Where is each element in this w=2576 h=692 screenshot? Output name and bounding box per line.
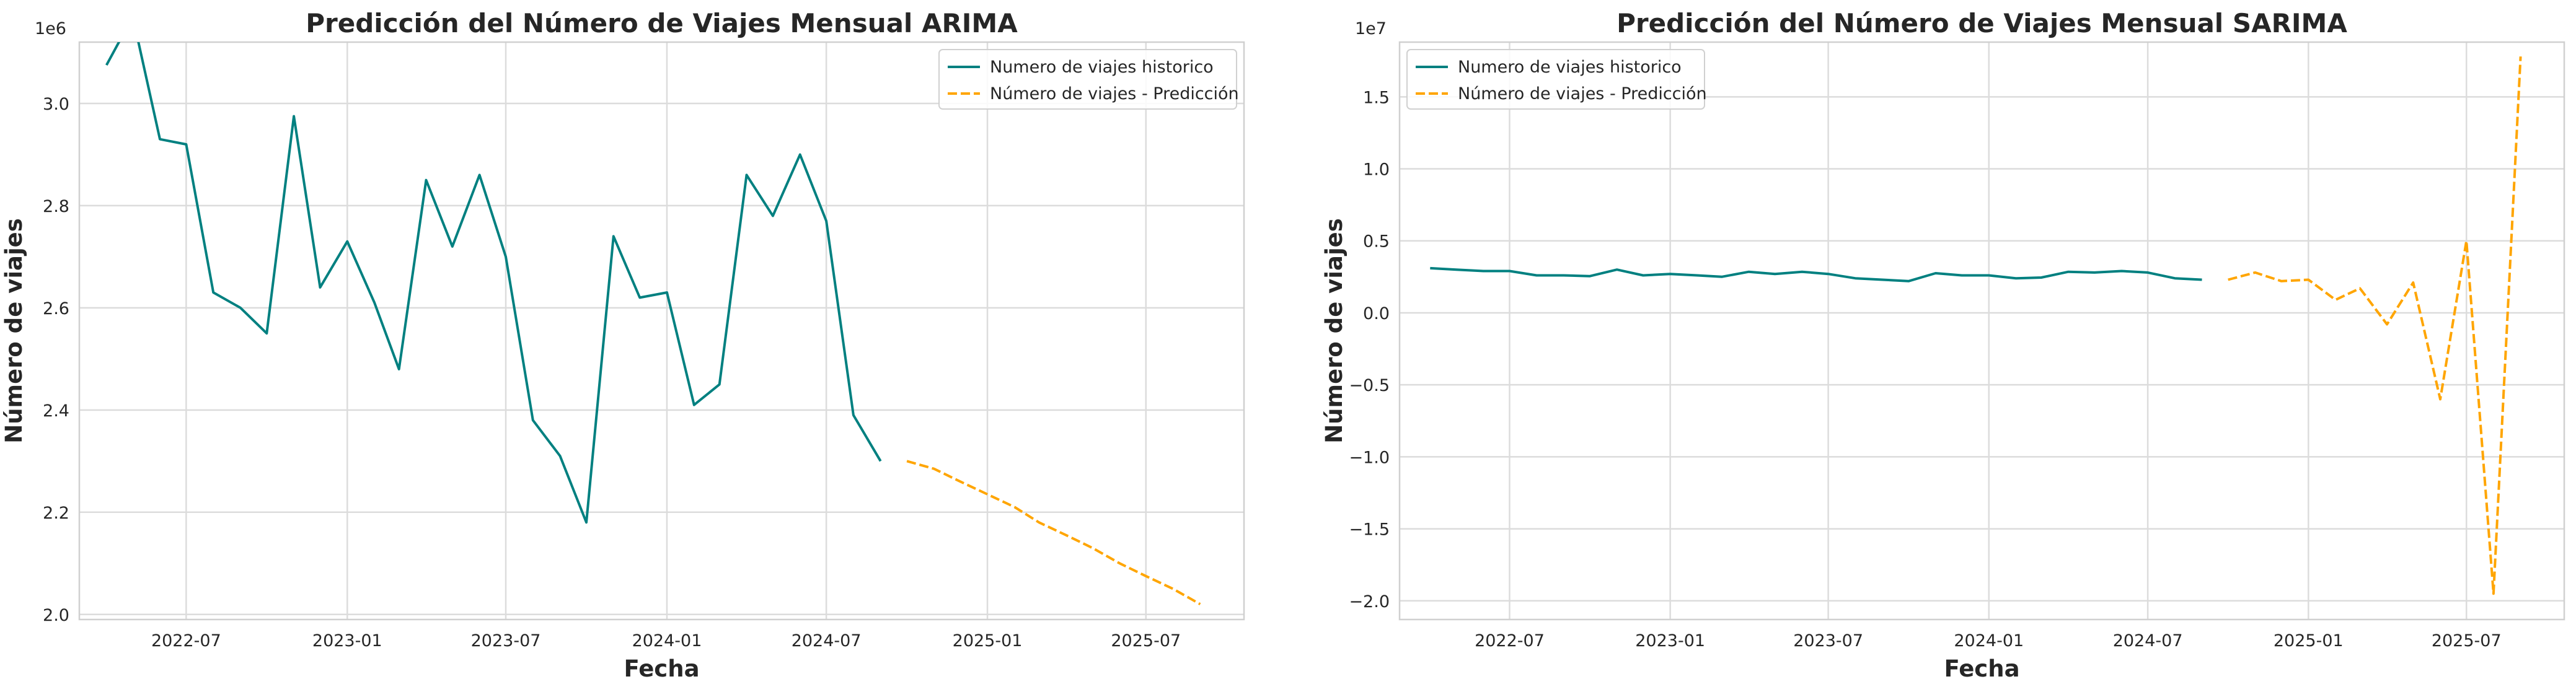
- arima-legend-entry: Numero de viajes historico: [990, 58, 1214, 77]
- arima-plot-frame: [78, 41, 1245, 621]
- arima-x-tick-label: 2025-01: [953, 631, 1023, 650]
- sarima-y-tick-label: 0.5: [1363, 232, 1390, 252]
- sarima-x-tick-label: 2023-07: [1793, 631, 1863, 650]
- arima-y-tick-label: 2.0: [43, 606, 69, 625]
- sarima-x-tick-label: 2025-07: [2432, 631, 2502, 650]
- sarima-x-tick-label: 2022-07: [1475, 631, 1545, 650]
- chart-arima: 2022-07 2023-01 2023-07 2024-01 2024-07 2025-…: [1, 8, 1245, 682]
- arima-y-tick-label: 2.4: [43, 401, 69, 421]
- sarima-y-tick-label: −2.0: [1349, 592, 1390, 611]
- arima-y-tick-label: 2.2: [43, 504, 69, 523]
- sarima-y-tick-label: 1.0: [1363, 160, 1390, 180]
- arima-y-tick-label: 2.8: [43, 197, 69, 216]
- arima-legend-entry: Número de viajes - Predicción: [990, 84, 1239, 103]
- sarima-x-tick-label: 2024-01: [1954, 631, 2024, 650]
- sarima-x-tick-label: 2025-01: [2274, 631, 2344, 650]
- sarima-x-tick-label: 2023-01: [1635, 631, 1705, 650]
- sarima-y-tick-label: −1.0: [1349, 448, 1390, 467]
- arima-series-line-historico: [105, 42, 882, 524]
- sarima-plot-frame: [1398, 41, 2565, 621]
- sarima-legend: Numero de viajes historico Número de viaj…: [1406, 49, 1707, 110]
- arima-x-tick-label: 2024-07: [792, 631, 862, 650]
- arima-y-tick-label: 3.0: [43, 95, 69, 114]
- chart-sarima: 2022-07 2023-01 2023-07 2024-01 2024-07 2025-…: [1321, 8, 2565, 682]
- arima-y-offset-label: 1e6: [35, 19, 66, 38]
- sarima-legend-box: [1406, 49, 1705, 110]
- arima-x-tick-label: 2023-01: [312, 631, 382, 650]
- arima-x-tick-label: 2023-07: [471, 631, 541, 650]
- sarima-y-tick-label: 1.5: [1363, 88, 1390, 107]
- sarima-chart-title: Predicción del Número de Viajes Mensual …: [1617, 8, 2347, 38]
- arima-legend-box: [938, 49, 1237, 110]
- arima-series-line-prediccion: [906, 460, 1201, 606]
- sarima-x-tick-label: 2024-07: [2113, 631, 2183, 650]
- sarima-y-tick-label: −0.5: [1349, 376, 1390, 395]
- sarima-legend-entry: Numero de viajes historico: [1458, 58, 1682, 77]
- arima-y-axis-label: Número de viajes: [1, 218, 27, 444]
- sarima-x-axis-label: Fecha: [1944, 655, 2019, 682]
- sarima-series-line-prediccion: [2228, 56, 2522, 595]
- sarima-y-offset-label: 1e7: [1355, 19, 1387, 38]
- arima-x-tick-label: 2022-07: [151, 631, 221, 650]
- arima-x-tick-label: 2024-01: [632, 631, 702, 650]
- arima-x-tick-label: 2025-07: [1111, 631, 1181, 650]
- sarima-series-line-historico: [1430, 266, 2202, 282]
- sarima-legend-entry: Número de viajes - Predicción: [1458, 84, 1707, 103]
- sarima-y-axis-label: Número de viajes: [1321, 218, 1348, 444]
- arima-legend: Numero de viajes historico Número de viaj…: [938, 49, 1239, 110]
- arima-y-tick-label: 2.6: [43, 299, 69, 318]
- arima-x-axis-label: Fecha: [624, 655, 699, 682]
- arima-chart-title: Predicción del Número de Viajes Mensual …: [306, 8, 1018, 38]
- sarima-y-tick-label: 0.0: [1363, 304, 1390, 323]
- sarima-y-tick-label: −1.5: [1349, 520, 1390, 540]
